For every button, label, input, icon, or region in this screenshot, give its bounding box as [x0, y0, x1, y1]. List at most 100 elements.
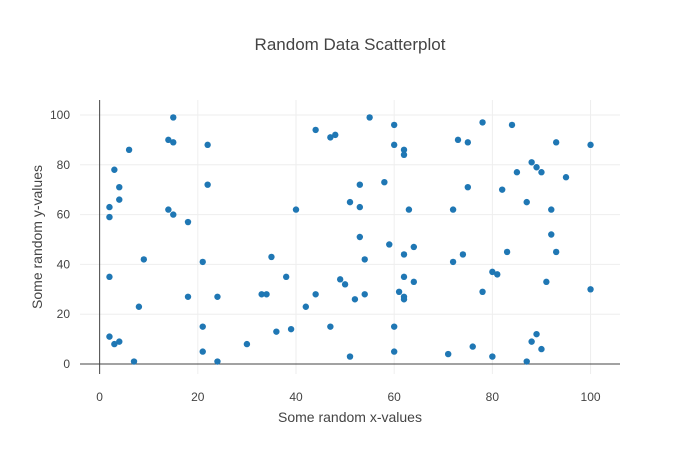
data-point [116, 338, 123, 345]
data-point [204, 141, 211, 149]
data-point [214, 293, 221, 300]
data-point [282, 273, 290, 281]
data-point [513, 169, 521, 176]
data-point [449, 258, 457, 266]
data-point [263, 291, 270, 298]
data-point [170, 114, 177, 121]
data-point [346, 353, 354, 360]
data-point [106, 333, 113, 340]
data-point [332, 131, 339, 139]
data-point [479, 119, 486, 126]
data-point [302, 303, 310, 310]
data-point [552, 248, 560, 256]
data-point [116, 183, 123, 191]
data-point [489, 353, 496, 360]
data-point [386, 241, 393, 248]
data-point [327, 134, 334, 141]
data-point [528, 338, 535, 345]
data-point [106, 203, 113, 211]
data-point [184, 218, 192, 226]
data-point [243, 340, 251, 348]
data-point [268, 253, 275, 261]
data-point [400, 251, 408, 258]
x-tick-label: 0 [96, 390, 103, 404]
data-point [390, 348, 398, 355]
data-point [116, 196, 123, 203]
data-point [165, 206, 172, 213]
data-point [273, 328, 280, 335]
data-point [106, 213, 113, 221]
data-point [400, 151, 408, 158]
data-point [454, 136, 462, 144]
data-point [111, 340, 118, 348]
data-point [533, 330, 540, 338]
data-point [390, 141, 398, 149]
data-point [125, 146, 133, 154]
data-point [199, 348, 206, 355]
y-tick-label: 0 [63, 357, 70, 371]
x-tick-label: 40 [289, 390, 303, 404]
data-point [395, 288, 403, 295]
data-point [258, 291, 265, 298]
data-point [381, 179, 388, 186]
x-tick-label: 60 [388, 390, 402, 404]
data-point [538, 345, 545, 353]
data-point [390, 121, 398, 129]
data-point [292, 206, 300, 213]
y-tick-label: 40 [57, 257, 71, 271]
data-point [204, 181, 211, 188]
data-point [400, 296, 408, 303]
data-points [106, 114, 594, 365]
data-point [140, 256, 148, 263]
data-point [528, 159, 535, 166]
data-point [356, 181, 364, 188]
data-point [405, 206, 413, 213]
data-point [351, 296, 359, 303]
data-point [444, 350, 452, 358]
data-point [410, 243, 418, 251]
data-point [464, 139, 472, 146]
data-point [464, 183, 472, 191]
x-tick-label: 20 [191, 390, 205, 404]
data-point [199, 258, 206, 266]
data-point [106, 273, 113, 281]
data-point [214, 358, 221, 365]
data-point [494, 271, 501, 278]
data-point [548, 231, 555, 238]
data-point [165, 136, 172, 144]
data-point [533, 164, 540, 171]
data-point [366, 114, 373, 121]
data-point [548, 206, 555, 213]
data-point [543, 278, 550, 286]
chart-title: Random Data Scatterplot [255, 35, 446, 54]
data-point [130, 358, 138, 365]
data-point [356, 203, 364, 211]
data-point [552, 139, 560, 146]
data-point [503, 248, 511, 256]
data-point [469, 343, 476, 350]
data-point [346, 198, 354, 206]
data-point [587, 141, 594, 149]
data-point [361, 291, 368, 298]
y-tick-label: 60 [57, 208, 71, 222]
y-tick-label: 20 [57, 307, 71, 321]
data-point [336, 276, 344, 283]
data-point [312, 291, 319, 298]
data-point [400, 146, 408, 154]
data-point [508, 121, 516, 129]
data-point [390, 323, 398, 330]
x-tick-label: 80 [486, 390, 500, 404]
y-tick-label: 100 [50, 108, 70, 122]
data-point [562, 174, 570, 181]
data-point [410, 278, 418, 286]
data-point [287, 325, 295, 333]
data-point [587, 286, 594, 293]
data-point [111, 166, 118, 173]
data-point [449, 206, 457, 213]
data-point [341, 281, 349, 288]
data-point [459, 251, 467, 258]
axes: 0 20 40 60 80 100 0 20 40 60 80 100 [50, 100, 620, 404]
data-point [135, 303, 143, 310]
x-axis-title: Some random x-values [278, 409, 422, 425]
